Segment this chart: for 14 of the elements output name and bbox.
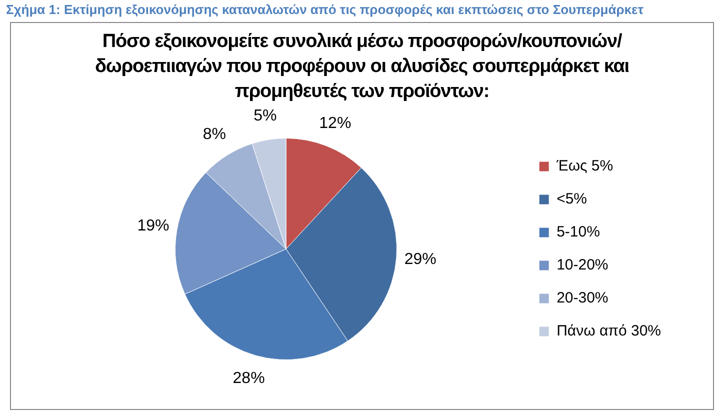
legend-label: <5% <box>556 190 588 208</box>
data-label: 12% <box>319 114 352 132</box>
data-label: 29% <box>404 250 436 268</box>
data-label: 28% <box>232 370 265 387</box>
chart-title: Πόσο εξοικονομείτε συνολικά μέσω προσφορών/κουπονιών/δωροεπιιαγών που προφέρουν οι αλυσίδες σουπερμάρκετ και προμηθευτές των προϊόντων: <box>94 30 630 104</box>
legend-label: 5-10% <box>556 224 600 241</box>
legend-label: 10-20% <box>556 256 608 274</box>
data-label: 19% <box>137 217 170 234</box>
data-label: 8% <box>202 126 226 144</box>
legend-label: Έως 5% <box>556 158 614 175</box>
legend-label: Πάνω από 30% <box>556 322 661 340</box>
text: Σχήμα 1: Εκτίμηση εξοικονόμησης καταναλωτών από τις προσφορές και εκπτώσεις στο Σουπερμάρκετ <box>5 1 645 19</box>
data-label: 5% <box>254 107 277 124</box>
legend-label: 20-30% <box>556 290 608 307</box>
